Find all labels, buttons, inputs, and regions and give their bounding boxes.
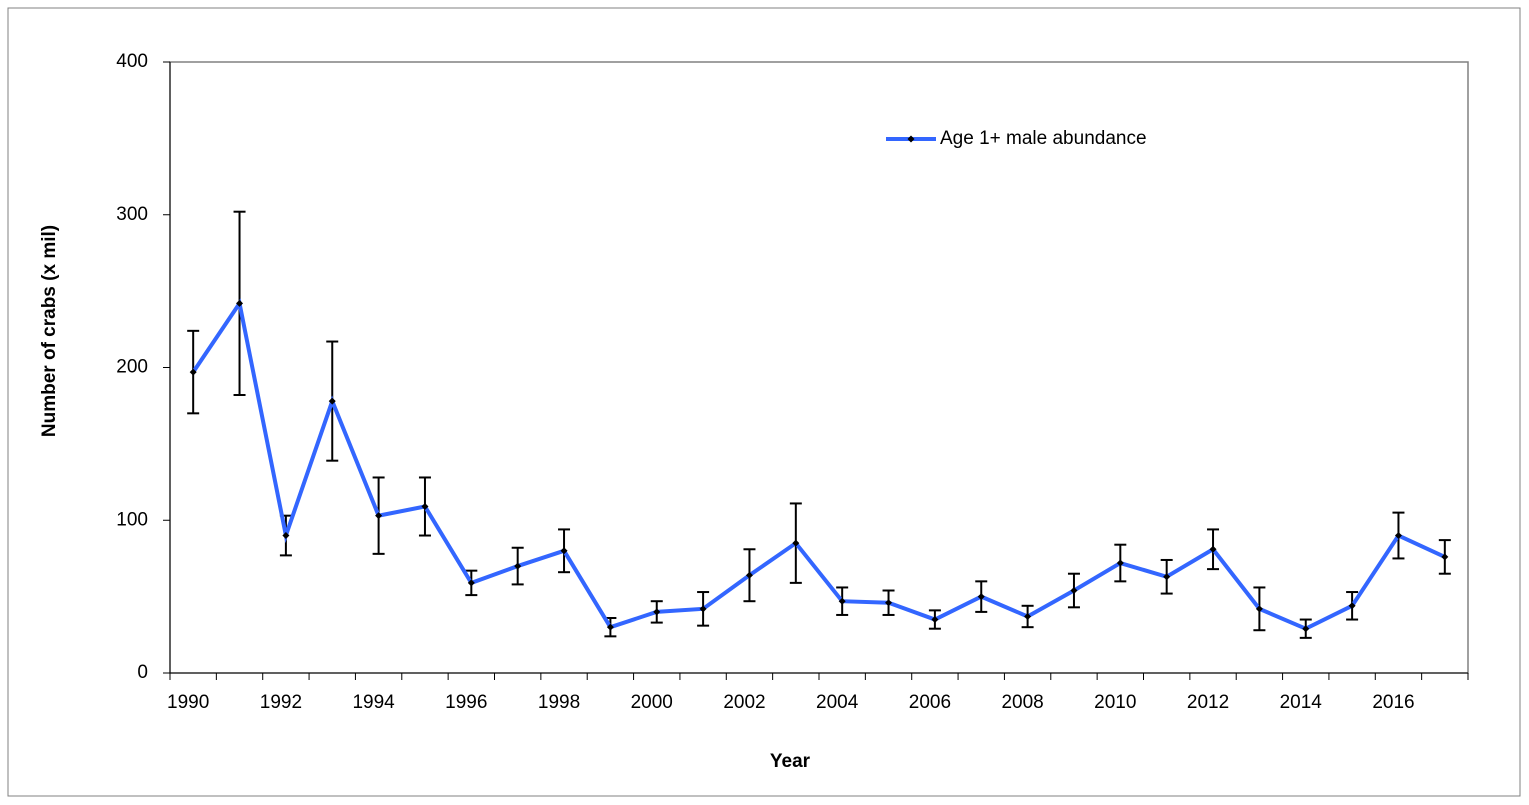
point-marker: [1024, 612, 1032, 620]
x-tick-label: 1994: [352, 692, 395, 713]
point-marker: [282, 532, 290, 540]
x-tick-label: 2000: [631, 692, 673, 713]
x-tick-label: 2010: [1094, 692, 1136, 713]
y-tick-label: 400: [116, 51, 148, 72]
point-marker: [745, 571, 753, 579]
plot-area: [169, 61, 1469, 674]
x-tick-label: 2008: [1001, 692, 1043, 713]
point-marker: [838, 597, 846, 605]
point-marker: [236, 299, 244, 307]
x-tick-label: 2012: [1187, 692, 1229, 713]
x-tick-label: 2014: [1280, 692, 1323, 713]
x-tick-label: 2016: [1372, 692, 1414, 713]
y-tick-label: 0: [137, 662, 148, 683]
point-marker: [560, 547, 568, 555]
point-marker: [1394, 532, 1402, 540]
point-marker: [792, 539, 800, 547]
point-marker: [1116, 559, 1124, 567]
y-axis-title: Number of crabs (x mil): [39, 225, 60, 437]
frame: [7, 7, 1521, 797]
x-tick-label: 1998: [538, 692, 580, 713]
legend-label: Age 1+ male abundance: [940, 128, 1147, 149]
point-marker: [421, 503, 429, 511]
point-marker: [189, 368, 197, 376]
y-tick-label: 300: [116, 204, 148, 225]
legend-marker: [907, 135, 915, 143]
point-marker: [653, 608, 661, 616]
point-marker: [1255, 605, 1263, 613]
point-marker: [375, 512, 383, 520]
point-marker: [1302, 625, 1310, 633]
series-line: [191, 298, 1446, 631]
x-axis-title: Year: [770, 751, 811, 772]
point-marker: [328, 397, 336, 405]
point-marker: [1441, 553, 1449, 561]
point-marker: [1209, 545, 1217, 553]
point-marker: [1163, 573, 1171, 581]
point-marker: [1348, 602, 1356, 610]
x-tick-label: 2004: [816, 692, 859, 713]
point-marker: [606, 623, 614, 631]
y-tick-label: 200: [116, 357, 148, 378]
x-tick-label: 2002: [723, 692, 765, 713]
x-tick-label: 1990: [167, 692, 209, 713]
point-marker: [977, 593, 985, 601]
point-marker: [699, 605, 707, 613]
point-marker: [885, 599, 893, 607]
point-marker: [931, 616, 939, 624]
x-tick-label: 2006: [909, 692, 951, 713]
x-tick-label: 1996: [445, 692, 487, 713]
y-tick-label: 100: [116, 509, 148, 530]
point-marker: [514, 562, 522, 570]
x-tick-label: 1992: [260, 692, 302, 713]
point-marker: [1070, 587, 1078, 595]
point-marker: [467, 579, 475, 587]
